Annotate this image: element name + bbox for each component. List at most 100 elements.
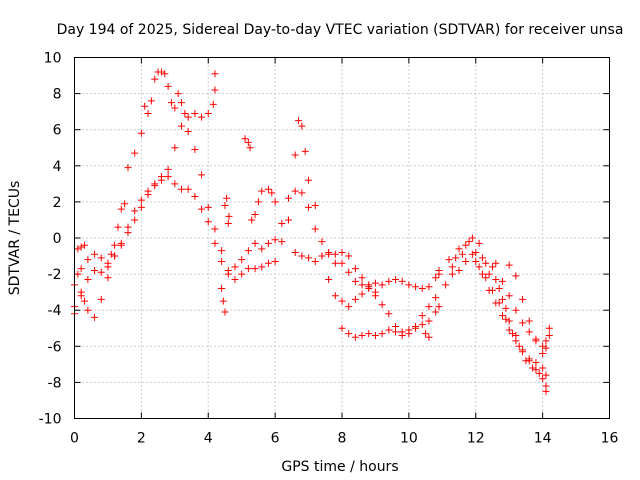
data-point xyxy=(111,241,119,249)
data-point xyxy=(298,189,306,197)
data-point xyxy=(345,330,353,338)
data-point xyxy=(539,350,547,358)
data-point xyxy=(345,303,353,311)
data-point xyxy=(171,104,179,112)
data-point xyxy=(164,173,172,181)
data-point xyxy=(147,97,155,105)
data-point xyxy=(285,216,292,224)
data-point xyxy=(519,348,527,356)
data-point xyxy=(97,295,105,303)
series-track-b xyxy=(71,68,443,338)
data-point xyxy=(371,331,379,339)
data-point xyxy=(258,187,266,195)
data-point xyxy=(223,194,231,202)
data-point xyxy=(378,281,386,289)
data-point xyxy=(539,342,547,350)
y-tick-label: 0 xyxy=(53,231,62,247)
y-tick: 8 xyxy=(53,87,610,103)
data-point xyxy=(505,317,513,325)
data-point xyxy=(264,185,272,193)
data-point xyxy=(432,308,440,316)
data-point xyxy=(358,331,366,339)
data-point xyxy=(171,144,179,152)
data-point xyxy=(405,326,413,334)
data-point xyxy=(515,342,523,350)
y-tick: 4 xyxy=(53,159,610,175)
data-point xyxy=(445,256,453,264)
data-point xyxy=(298,122,306,130)
data-point xyxy=(345,268,353,276)
data-point xyxy=(211,239,219,247)
data-point xyxy=(111,252,119,260)
data-point xyxy=(131,216,139,224)
data-point xyxy=(151,75,159,83)
data-point xyxy=(211,86,219,94)
data-point xyxy=(77,265,85,273)
y-tick-label: -4 xyxy=(48,303,62,319)
data-point xyxy=(219,297,227,305)
data-point xyxy=(198,171,206,179)
data-point xyxy=(311,202,319,210)
data-point xyxy=(204,218,212,226)
data-point xyxy=(241,135,249,143)
data-point xyxy=(365,281,373,289)
data-point xyxy=(244,138,252,146)
data-point xyxy=(258,245,266,253)
x-tick: 2 xyxy=(137,57,146,447)
data-point xyxy=(224,270,232,278)
data-point xyxy=(184,185,192,193)
data-point xyxy=(519,319,527,327)
data-point xyxy=(485,270,493,278)
y-tick: -8 xyxy=(48,375,610,391)
x-axis-ticks: 0 2 4 6 8 10 12 14 16 xyxy=(70,57,619,447)
y-tick: 2 xyxy=(53,195,610,211)
data-point xyxy=(305,254,313,262)
data-point xyxy=(365,330,373,338)
data-point xyxy=(545,324,553,332)
data-point xyxy=(91,266,99,274)
data-point xyxy=(178,185,185,193)
data-point xyxy=(181,109,189,117)
data-point xyxy=(271,236,279,244)
x-axis-label: GPS time / hours xyxy=(281,459,398,475)
plot-frame xyxy=(74,57,610,419)
x-tick: 8 xyxy=(338,57,346,447)
series-track-h xyxy=(448,250,550,395)
data-point xyxy=(198,113,206,121)
data-point xyxy=(311,225,319,233)
series-track-c xyxy=(71,173,279,321)
data-point xyxy=(539,375,547,383)
data-point xyxy=(151,182,159,190)
y-tick: -4 xyxy=(48,303,610,319)
data-point xyxy=(204,203,212,211)
data-point xyxy=(478,254,486,262)
data-point xyxy=(117,241,125,249)
y-tick-label: 6 xyxy=(53,123,62,139)
data-point xyxy=(97,254,105,262)
data-point xyxy=(529,364,537,372)
data-point xyxy=(291,187,299,195)
data-point xyxy=(104,259,112,267)
data-point xyxy=(539,364,547,372)
data-point xyxy=(351,277,359,285)
data-point xyxy=(137,203,145,211)
data-point xyxy=(499,312,506,320)
data-point xyxy=(385,277,393,285)
x-tick: 10 xyxy=(400,57,418,447)
y-tick-label: -2 xyxy=(48,267,62,283)
data-point xyxy=(422,330,430,338)
data-point xyxy=(198,205,206,213)
y-tick-label: 10 xyxy=(44,51,62,67)
data-point xyxy=(485,286,493,294)
data-point xyxy=(291,151,299,159)
data-point xyxy=(338,259,346,267)
series-track-f xyxy=(338,303,443,341)
data-point xyxy=(525,328,533,336)
data-point xyxy=(398,331,406,339)
data-point xyxy=(264,259,272,267)
data-point xyxy=(91,313,99,321)
chart-title: Day 194 of 2025, Sidereal Day-to-day VTE… xyxy=(57,22,624,38)
x-tick-label: 16 xyxy=(601,431,619,447)
data-point xyxy=(468,250,476,258)
x-tick-label: 4 xyxy=(204,431,213,447)
